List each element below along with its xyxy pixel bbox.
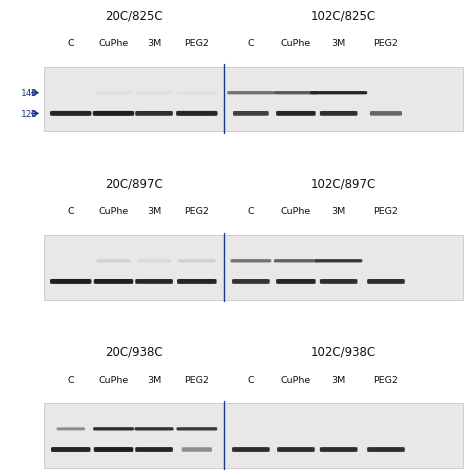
FancyBboxPatch shape xyxy=(182,447,212,452)
FancyBboxPatch shape xyxy=(56,427,85,430)
Text: 120: 120 xyxy=(21,109,38,119)
Text: CuPhe: CuPhe xyxy=(281,207,311,216)
FancyBboxPatch shape xyxy=(276,279,316,284)
Text: 20C/825C: 20C/825C xyxy=(105,10,163,23)
FancyBboxPatch shape xyxy=(310,92,367,95)
FancyBboxPatch shape xyxy=(176,112,218,117)
FancyBboxPatch shape xyxy=(94,447,133,452)
FancyBboxPatch shape xyxy=(178,259,216,263)
FancyBboxPatch shape xyxy=(320,112,357,117)
Text: 102C/897C: 102C/897C xyxy=(310,178,376,190)
Text: C: C xyxy=(67,375,74,384)
Text: 20C/938C: 20C/938C xyxy=(105,345,163,358)
FancyBboxPatch shape xyxy=(232,279,270,284)
Text: 3M: 3M xyxy=(331,40,346,48)
Text: C: C xyxy=(247,375,254,384)
Text: CuPhe: CuPhe xyxy=(281,375,311,384)
FancyBboxPatch shape xyxy=(233,112,269,117)
Text: 3M: 3M xyxy=(147,40,161,48)
Text: PEG2: PEG2 xyxy=(184,40,209,48)
FancyBboxPatch shape xyxy=(95,92,132,95)
FancyBboxPatch shape xyxy=(176,427,217,431)
Text: C: C xyxy=(247,207,254,216)
Text: 20C/897C: 20C/897C xyxy=(105,178,163,190)
Text: 3M: 3M xyxy=(147,375,161,384)
FancyBboxPatch shape xyxy=(277,447,315,452)
FancyBboxPatch shape xyxy=(94,279,133,284)
FancyBboxPatch shape xyxy=(44,403,463,467)
FancyBboxPatch shape xyxy=(51,447,91,452)
Text: 3M: 3M xyxy=(331,207,346,216)
FancyBboxPatch shape xyxy=(227,92,274,95)
Text: CuPhe: CuPhe xyxy=(99,40,128,48)
FancyBboxPatch shape xyxy=(135,279,173,284)
Text: 3M: 3M xyxy=(331,375,346,384)
Text: C: C xyxy=(67,207,74,216)
Text: 3M: 3M xyxy=(147,207,161,216)
FancyBboxPatch shape xyxy=(367,279,405,284)
Text: CuPhe: CuPhe xyxy=(281,40,311,48)
Text: PEG2: PEG2 xyxy=(184,207,209,216)
FancyBboxPatch shape xyxy=(276,112,316,117)
FancyBboxPatch shape xyxy=(93,112,134,117)
FancyBboxPatch shape xyxy=(232,447,270,452)
FancyBboxPatch shape xyxy=(50,112,91,117)
FancyBboxPatch shape xyxy=(177,279,217,284)
Text: PEG2: PEG2 xyxy=(374,207,398,216)
FancyBboxPatch shape xyxy=(320,279,357,284)
FancyBboxPatch shape xyxy=(135,112,173,117)
Text: PEG2: PEG2 xyxy=(374,375,398,384)
Text: PEG2: PEG2 xyxy=(374,40,398,48)
FancyBboxPatch shape xyxy=(274,92,318,95)
FancyBboxPatch shape xyxy=(274,259,318,263)
FancyBboxPatch shape xyxy=(97,259,130,263)
FancyBboxPatch shape xyxy=(230,259,271,263)
FancyBboxPatch shape xyxy=(315,259,362,263)
FancyBboxPatch shape xyxy=(44,68,463,132)
FancyBboxPatch shape xyxy=(176,92,217,95)
Text: C: C xyxy=(67,40,74,48)
Text: 102C/825C: 102C/825C xyxy=(310,10,376,23)
FancyBboxPatch shape xyxy=(320,447,357,452)
Text: C: C xyxy=(247,40,254,48)
Text: CuPhe: CuPhe xyxy=(99,375,128,384)
FancyBboxPatch shape xyxy=(50,279,91,284)
Text: 140: 140 xyxy=(21,89,38,98)
FancyBboxPatch shape xyxy=(135,92,173,95)
FancyBboxPatch shape xyxy=(367,447,405,452)
Text: PEG2: PEG2 xyxy=(184,375,209,384)
FancyBboxPatch shape xyxy=(93,427,134,431)
FancyBboxPatch shape xyxy=(44,236,463,300)
Text: 102C/938C: 102C/938C xyxy=(310,345,376,358)
FancyBboxPatch shape xyxy=(370,112,402,117)
FancyBboxPatch shape xyxy=(135,447,173,452)
FancyBboxPatch shape xyxy=(135,427,173,431)
Text: CuPhe: CuPhe xyxy=(99,207,128,216)
FancyBboxPatch shape xyxy=(137,259,171,263)
